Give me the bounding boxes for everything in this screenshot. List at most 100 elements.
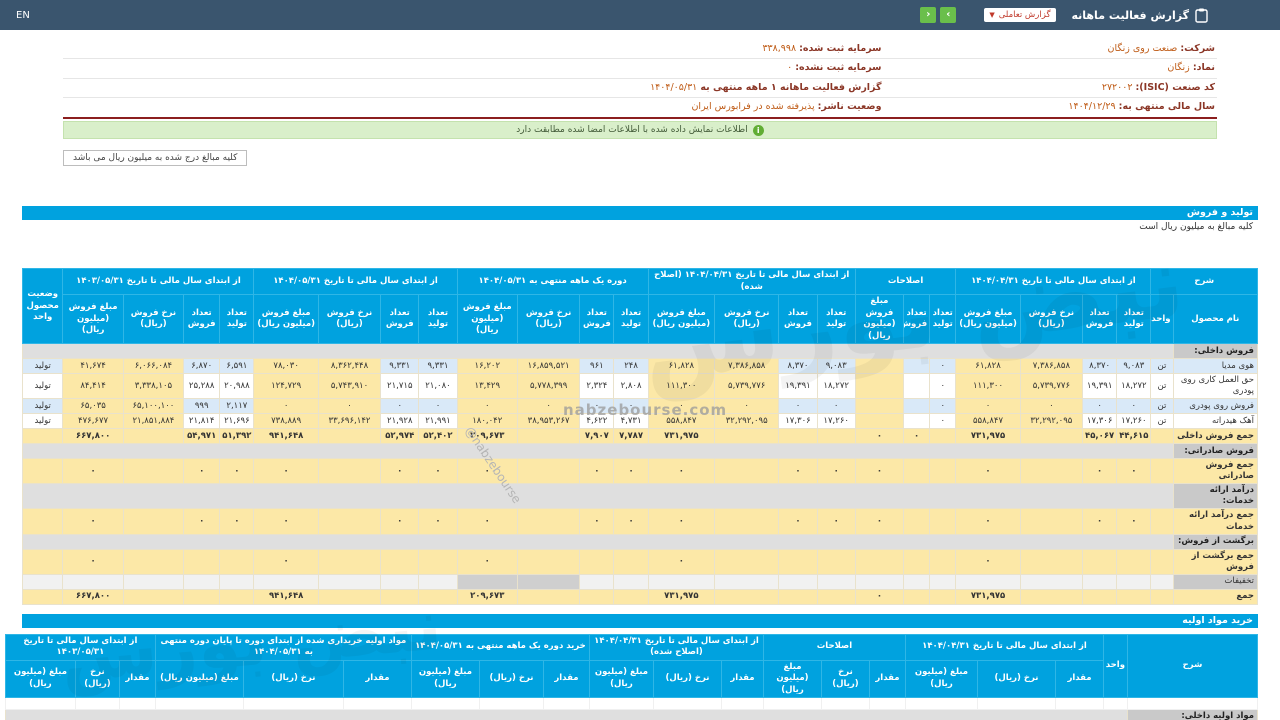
data-cell: [778, 548, 818, 575]
data-cell: ۰: [253, 458, 319, 485]
section-row-label: فروش داخلی:: [1172, 343, 1259, 360]
data-cell: [1082, 588, 1118, 605]
report-type-select[interactable]: گزارش تعاملی ▼: [984, 8, 1056, 22]
company-label: شرکت:: [1180, 43, 1215, 54]
section-row-label: درآمد ارائه خدمات:: [1172, 483, 1259, 510]
data-cell: [418, 573, 458, 590]
column-group-header: دوره یک ماهه منتهی به ۱۴۰۴/۰۵/۳۱: [456, 268, 649, 296]
data-cell: ۶۵,۱۰۰,۱۰۰: [122, 398, 185, 415]
column-group-header: واحد: [1103, 633, 1128, 699]
data-cell: [714, 508, 780, 535]
report-content: تولید و فروش کلیه مبالغ به میلیون ریال ا…: [4, 206, 1259, 720]
column-group-header: اصلاحات: [854, 268, 957, 296]
data-cell: [579, 573, 615, 590]
data-cell: [579, 588, 615, 605]
isic-value: ۲۷۲۰۰۲: [1101, 81, 1133, 93]
data-cell: [21, 428, 64, 445]
column-group-header: شرح: [1150, 268, 1258, 296]
data-cell: ۱۹,۳۹۱: [778, 373, 818, 400]
column-header: مبلغ (میلیون ریال): [904, 659, 979, 699]
fiscal-year-label: سال مالی منتهی به:: [1118, 101, 1215, 113]
company-name-link[interactable]: صنعت روی زنگان: [1107, 43, 1178, 54]
data-cell: ۲,۳۲۴: [579, 373, 615, 400]
data-cell: [317, 588, 382, 605]
issuer-status-label: وضعیت ناشر:: [817, 101, 882, 113]
next-report-button[interactable]: ›: [940, 7, 957, 23]
table-row: مواد اولیه داخلی:: [4, 709, 1258, 720]
column-group-header: از ابتدای سال مالی تا تاریخ ۱۴۰۴/۰۵/۳۱: [253, 268, 458, 296]
data-cell: [854, 413, 905, 430]
data-cell: [720, 697, 764, 710]
table-row: فروش روی پودری تن ۰ ۰ ۰ ۰ ۰ ۰ ۰ ۰ ۰ ۰ ۰ ۰ ۰ ۰ ۰ ۰ ۰ ۲,۱۱۷ ۹۹…: [21, 398, 1259, 415]
data-cell: ۰: [1082, 508, 1118, 535]
data-cell: ۰: [1116, 398, 1152, 415]
data-cell: [342, 697, 412, 710]
data-cell: ۱۸,۲۷۲: [816, 373, 856, 400]
previous-report-button[interactable]: ‹: [920, 7, 937, 23]
data-cell: [118, 697, 156, 710]
data-cell: [516, 508, 581, 535]
data-cell: ۲۱,۷۱۵: [380, 373, 420, 400]
row-label: تخفیفات: [1172, 573, 1259, 590]
data-cell: ۰: [380, 398, 420, 415]
data-cell: ۰: [1116, 458, 1152, 485]
symbol-link[interactable]: زنگان: [1167, 62, 1190, 74]
language-switch-en[interactable]: EN: [16, 9, 30, 21]
row-label: هوی مدیا: [1172, 358, 1259, 375]
data-cell: ۰: [647, 398, 716, 415]
table-row: جمع فروش داخلی ۴۴,۶۱۵ ۴۵,۰۶۷ ۷۳۱,۹۷۵ ۰ ۰ ۷۳۱,۹…: [21, 428, 1259, 445]
data-cell: [74, 697, 120, 710]
row-label: آهک هیدراته: [1172, 413, 1259, 430]
fiscal-year-value: ۱۴۰۴/۱۲/۲۹: [1068, 101, 1116, 113]
data-cell: ۹۴۱,۶۴۸: [253, 588, 319, 605]
column-header: نام محصول: [1172, 294, 1259, 345]
data-cell: [579, 548, 615, 575]
data-cell: ۰: [380, 508, 420, 535]
data-cell: ۲۴۸: [613, 358, 649, 375]
data-cell: ۱۷,۲۶۰: [1116, 413, 1152, 430]
data-cell: ۰: [253, 398, 319, 415]
data-cell: تولید: [21, 398, 64, 415]
data-cell: [929, 573, 957, 590]
data-cell: [1019, 548, 1084, 575]
data-cell: [1082, 573, 1118, 590]
signature-match-text: اطلاعات نمایش داده شده با اطلاعات امضا ش…: [516, 125, 748, 136]
column-group-header: وضعیت محصول واحد: [21, 268, 64, 345]
data-cell: ۳۲,۲۹۲,۰۹۵: [714, 413, 780, 430]
data-cell: [1019, 428, 1084, 445]
data-cell: [929, 508, 957, 535]
data-cell: [904, 697, 979, 710]
data-cell: [1019, 458, 1084, 485]
section-row-label: برگشت از فروش:: [1172, 533, 1259, 550]
column-header: مقدار: [342, 659, 412, 699]
data-cell: ۷,۳۸۶,۸۵۸: [714, 358, 780, 375]
column-header: مبلغ (میلیون ریال): [588, 659, 654, 699]
data-cell: [183, 548, 221, 575]
data-cell: [62, 573, 124, 590]
report-type-selected-value: گزارش تعاملی: [998, 10, 1051, 20]
section-row-fill: [4, 709, 1129, 720]
column-header: نرخ (ریال): [74, 659, 120, 699]
data-cell: ۰: [929, 398, 957, 415]
data-cell: ۲,۸۰۸: [613, 373, 649, 400]
data-cell: ۵,۷۴۳,۹۱۰: [317, 373, 382, 400]
data-cell: [183, 588, 221, 605]
data-cell: [903, 358, 931, 375]
data-cell: [816, 573, 856, 590]
table-row: جمع برگشت از فروش ۰ ۰ ۰ ۰ ۰: [21, 548, 1259, 575]
data-cell: [516, 428, 581, 445]
data-cell: [516, 548, 581, 575]
data-cell: ۰: [854, 458, 905, 485]
data-cell: [410, 697, 480, 710]
data-cell: ۰: [1116, 508, 1152, 535]
registered-capital-label: سرمایه ثبت شده:: [799, 43, 882, 54]
column-group-header: از ابتدای سال مالی تا تاریخ ۱۴۰۳/۰۵/۳۱: [4, 633, 156, 661]
data-cell: [253, 573, 319, 590]
data-cell: [1116, 573, 1152, 590]
data-cell: [854, 573, 905, 590]
column-header: تعداد تولید: [219, 294, 255, 345]
data-cell: ۶,۸۷۰: [183, 358, 221, 375]
section-row-fill: [22, 483, 1174, 510]
data-cell: [242, 697, 344, 710]
